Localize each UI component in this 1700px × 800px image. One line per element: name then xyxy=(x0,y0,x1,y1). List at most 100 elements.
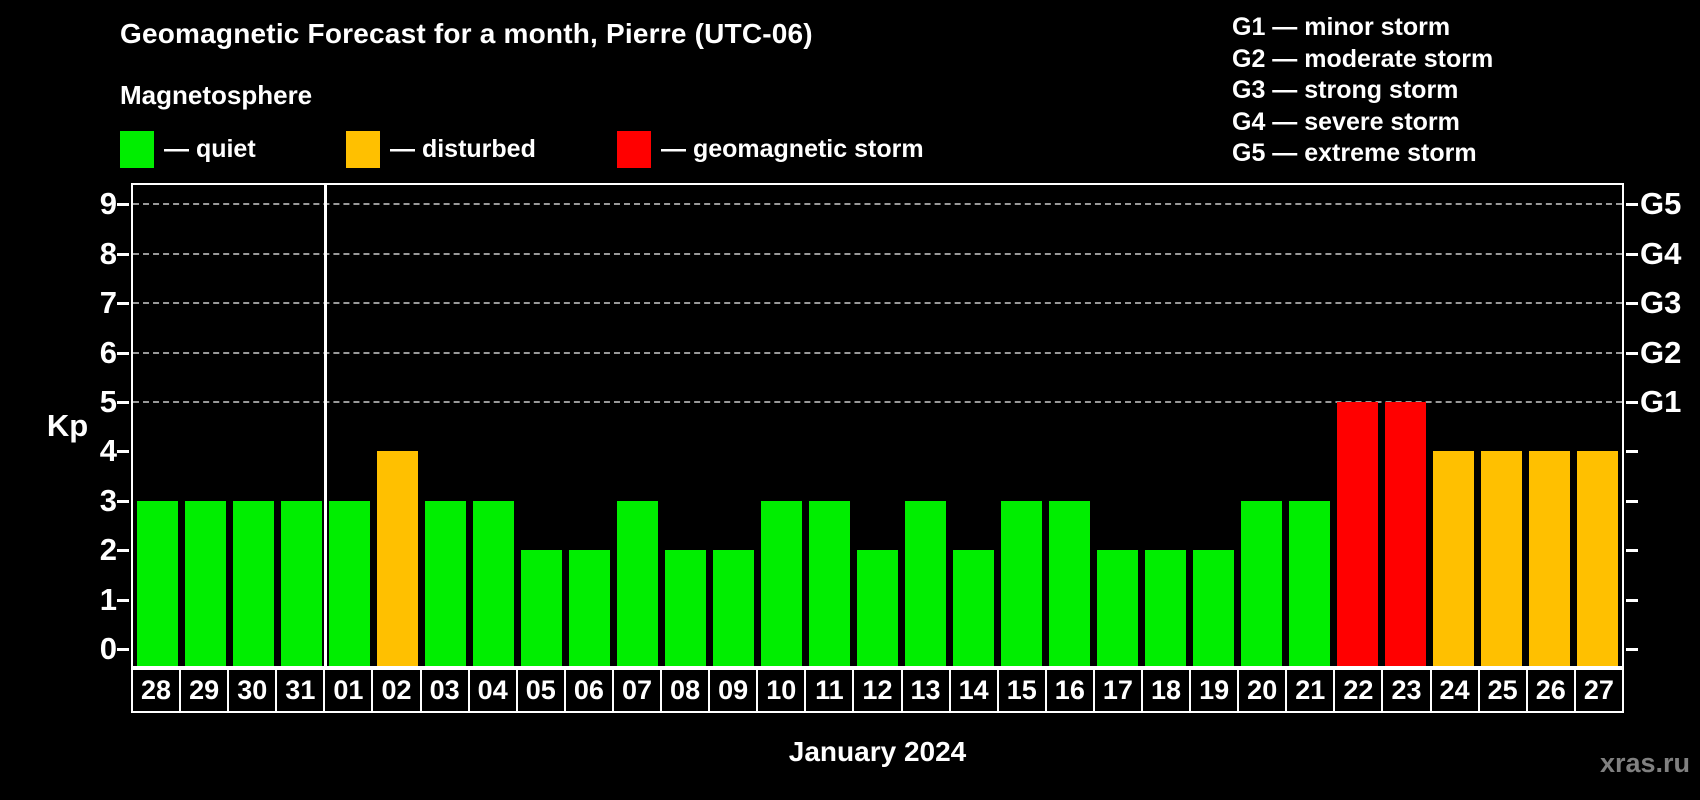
right-axis-tick-9 xyxy=(1626,203,1638,207)
bar-day-01 xyxy=(328,500,370,666)
x-axis-day-label-27: 27 xyxy=(1573,668,1624,713)
x-axis-day-label-02: 02 xyxy=(371,668,422,713)
bar-day-09 xyxy=(712,550,754,666)
bar-day-19 xyxy=(1193,550,1235,666)
x-axis-day-label-07: 07 xyxy=(611,668,663,713)
bar-day-26 xyxy=(1529,451,1571,666)
bar-day-27 xyxy=(1577,451,1619,666)
x-axis-day-label-16: 16 xyxy=(1044,668,1095,713)
chart-subtitle: Magnetosphere xyxy=(120,80,313,110)
legend-label: — geomagnetic storm xyxy=(661,135,924,163)
x-axis-day-label-15: 15 xyxy=(996,668,1047,713)
bar-day-31 xyxy=(280,500,322,666)
legend-item-disturbed: — disturbed xyxy=(346,131,536,168)
x-axis-day-label-18: 18 xyxy=(1140,668,1192,713)
right-axis-label-g2: G2 xyxy=(1640,334,1682,370)
x-axis-day-label-04: 04 xyxy=(467,668,518,713)
right-axis-label-g4: G4 xyxy=(1640,235,1682,271)
x-axis-day-label-26: 26 xyxy=(1525,668,1576,713)
y-axis-tick-0 xyxy=(117,648,129,651)
y-axis-tick-9 xyxy=(117,203,129,207)
x-axis-day-label-23: 23 xyxy=(1381,668,1432,713)
x-axis-day-label-20: 20 xyxy=(1237,668,1288,713)
g-legend-line-g2: G2 — moderate storm xyxy=(1232,44,1494,73)
bar-day-29 xyxy=(184,500,226,666)
right-axis-tick-2 xyxy=(1626,549,1638,553)
x-axis-day-label-01: 01 xyxy=(323,668,374,713)
y-axis-label-4: 4 xyxy=(99,433,117,469)
chart-title: Geomagnetic Forecast for a month, Pierre… xyxy=(120,18,813,49)
month-boundary-line xyxy=(323,185,327,666)
plot-area xyxy=(117,183,1638,668)
x-axis-day-label-30: 30 xyxy=(227,668,278,713)
y-axis-label-6: 6 xyxy=(99,334,117,370)
bar-day-23 xyxy=(1385,402,1427,666)
watermark: xras.ru xyxy=(1599,748,1690,778)
bar-day-05 xyxy=(520,550,562,666)
y-axis-label-0: 0 xyxy=(99,631,117,666)
storm-color-swatch xyxy=(617,131,651,168)
x-axis-day-label-25: 25 xyxy=(1477,668,1528,713)
y-axis-tick-2 xyxy=(117,549,129,553)
bar-day-10 xyxy=(760,500,802,666)
x-axis-day-label-31: 31 xyxy=(275,668,326,713)
y-axis-tick-6 xyxy=(117,351,129,355)
x-axis-day-label-12: 12 xyxy=(852,668,903,713)
bar-day-06 xyxy=(568,550,610,666)
y-axis-label-8: 8 xyxy=(99,235,117,271)
y-axis-label-1: 1 xyxy=(99,581,117,617)
x-axis-day-label-29: 29 xyxy=(179,668,230,713)
g-legend-line-g5: G5 — extreme storm xyxy=(1232,139,1477,167)
bar-day-17 xyxy=(1097,550,1139,666)
gridline-kp6 xyxy=(133,351,1622,354)
bar-day-25 xyxy=(1481,451,1523,666)
x-axis-day-label-17: 17 xyxy=(1092,668,1143,713)
bar-day-15 xyxy=(1001,500,1043,666)
legend-item-quiet: — quiet xyxy=(120,131,256,168)
right-axis-tick-0 xyxy=(1626,648,1638,651)
bar-day-21 xyxy=(1289,500,1331,666)
y-axis-tick-4 xyxy=(117,450,129,454)
x-axis-day-label-05: 05 xyxy=(515,668,566,713)
x-axis-day-label-11: 11 xyxy=(804,668,855,713)
bar-day-04 xyxy=(472,500,514,666)
x-axis-day-label-03: 03 xyxy=(419,668,470,713)
x-axis-day-label-09: 09 xyxy=(708,668,759,713)
right-axis-tick-1 xyxy=(1626,598,1638,602)
x-axis-day-label-22: 22 xyxy=(1333,668,1384,713)
y-axis-label-7: 7 xyxy=(99,285,117,321)
right-axis-tick-8 xyxy=(1626,252,1638,256)
g-scale-legend: G1 — minor storm G2 — moderate storm G3 … xyxy=(1232,12,1493,170)
bar-day-28 xyxy=(136,500,178,666)
y-axis-label-2: 2 xyxy=(99,532,117,568)
x-axis-day-label-10: 10 xyxy=(756,668,807,713)
x-axis-day-row: 28 29 30 31 01 02 03 04 05 06 07 08 09 10 11 12 13 14 15 16… xyxy=(131,668,1624,713)
x-axis-day-label-28: 28 xyxy=(131,668,182,713)
bar-day-08 xyxy=(664,550,706,666)
right-axis-tick-7 xyxy=(1626,302,1638,306)
right-axis-label-g1: G1 xyxy=(1640,384,1682,419)
y-axis-label-3: 3 xyxy=(99,482,117,518)
x-axis-day-label-19: 19 xyxy=(1189,668,1240,713)
bar-day-14 xyxy=(953,550,995,666)
bar-day-22 xyxy=(1337,402,1379,666)
x-axis-day-label-24: 24 xyxy=(1429,668,1480,713)
y-axis-label-5: 5 xyxy=(99,384,117,419)
x-axis-day-label-08: 08 xyxy=(660,668,711,713)
bar-day-13 xyxy=(905,500,947,666)
y-axis-tick-5 xyxy=(117,401,129,404)
bar-day-20 xyxy=(1241,500,1283,666)
quiet-color-swatch xyxy=(120,131,154,168)
y-axis-tick-7 xyxy=(117,302,129,306)
right-axis-tick-3 xyxy=(1626,499,1638,503)
bar-day-03 xyxy=(424,500,466,666)
y-axis-tick-3 xyxy=(117,499,129,503)
disturbed-color-swatch xyxy=(346,131,380,168)
right-axis-tick-6 xyxy=(1626,351,1638,355)
right-axis-tick-4 xyxy=(1626,450,1638,454)
g-legend-line-g3: G3 — strong storm xyxy=(1232,76,1459,104)
y-axis-tick-8 xyxy=(117,252,129,256)
bar-day-30 xyxy=(232,500,274,666)
gridline-kp9 xyxy=(133,203,1622,206)
